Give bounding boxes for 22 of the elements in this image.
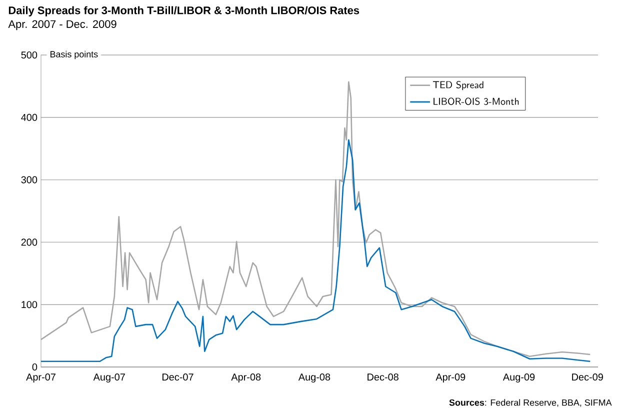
x-tick-label: Apr-08 (231, 374, 261, 383)
x-tick-label: Aug-08 (298, 374, 330, 383)
y-tick-label: 300 (21, 176, 38, 184)
legend-label: TED Spread (433, 81, 484, 90)
y-tick-label: 500 (21, 51, 38, 59)
line-series (40, 139, 591, 362)
x-tick-label: Aug-07 (93, 374, 125, 383)
y-axis-title: Basis points (50, 50, 98, 60)
y-tick-label: 200 (21, 238, 38, 246)
x-tick-label: Apr-09 (436, 374, 466, 383)
x-tick-label: Aug-09 (502, 374, 535, 383)
chart-subtitle: Apr. 2007 - Dec. 2009 (8, 20, 116, 30)
x-tick-label: Dec-07 (162, 374, 194, 381)
x-tick-label: Apr-07 (26, 374, 56, 383)
x-tick-label: Dec-08 (368, 374, 398, 381)
x-tick-label: Dec-09 (572, 374, 603, 381)
y-tick-label: 0 (32, 363, 38, 371)
y-tick-label: 400 (21, 114, 38, 121)
legend-label: LIBOR-OIS 3-Month (434, 98, 519, 105)
chart-title: Daily Spreads for 3-Month T-Bill/LIBOR & 3-Month LIBOR/OIS Rates (8, 6, 360, 16)
y-tick-label: 100 (22, 301, 38, 308)
text: Sources: Federal Reserve, BBA, SIFMA (449, 399, 612, 407)
